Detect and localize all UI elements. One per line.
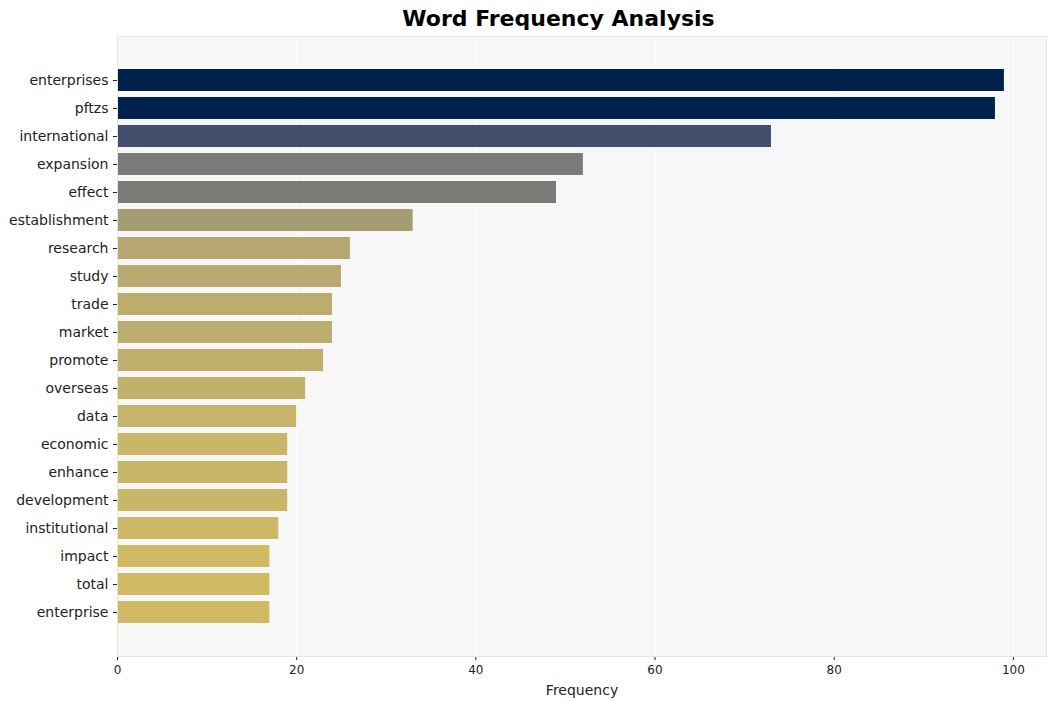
svg-text:institutional: institutional [25,520,108,536]
svg-text:impact: impact [60,548,109,564]
svg-text:enterprise: enterprise [37,604,109,620]
svg-text:research: research [48,240,109,256]
svg-text:expansion: expansion [37,156,109,172]
svg-text:promote: promote [49,352,108,368]
svg-text:development: development [16,492,109,508]
svg-text:Frequency: Frequency [546,682,618,698]
svg-text:study: study [70,268,109,284]
svg-text:0: 0 [114,663,122,677]
html-text:Word Frequency Analysis: Word Frequency Analysis [402,6,715,31]
svg-text:enterprises: enterprises [29,72,108,88]
svg-text:enhance: enhance [48,464,108,480]
svg-text:20: 20 [289,663,304,677]
svg-text:effect: effect [68,184,109,200]
svg-text:pftzs: pftzs [75,100,109,116]
svg-text:40: 40 [468,663,483,677]
svg-text:data: data [77,408,109,424]
svg-text:60: 60 [647,663,662,677]
svg-text:trade: trade [71,296,108,312]
svg-text:economic: economic [41,436,109,452]
svg-text:international: international [19,128,108,144]
svg-text:market: market [59,324,109,340]
svg-text:100: 100 [1002,663,1025,677]
svg-text:establishment: establishment [9,212,109,228]
svg-text:total: total [76,576,108,592]
svg-text:overseas: overseas [46,380,109,396]
svg-text:80: 80 [827,663,842,677]
